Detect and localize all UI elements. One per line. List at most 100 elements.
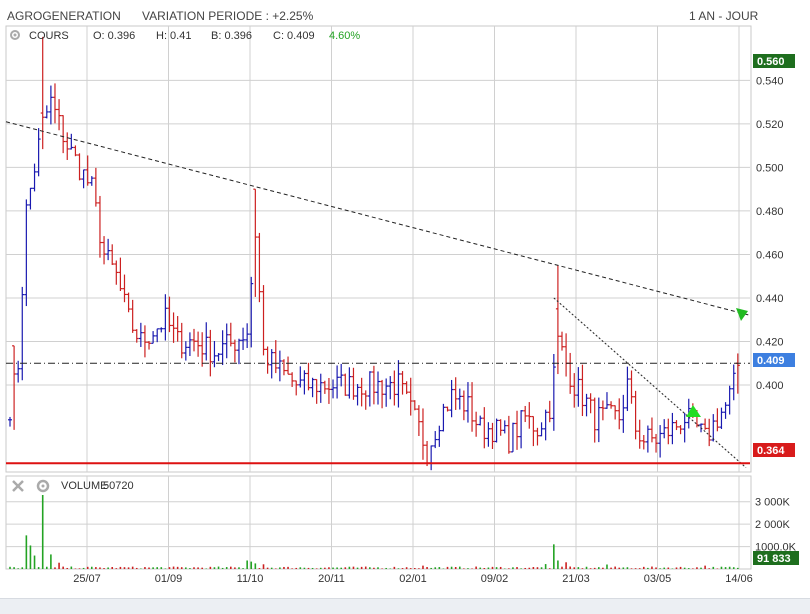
period-selector[interactable]: 1 AN - JOUR: [689, 9, 759, 23]
ohlc-bar: [539, 422, 544, 437]
ohlc-bar: [12, 345, 17, 430]
time-scrollbar[interactable]: [0, 598, 810, 614]
y-tick-label: 0.460: [756, 249, 784, 261]
ohlc-bar: [245, 323, 250, 349]
ohlc-bar: [36, 128, 41, 177]
ohlc-bar: [249, 276, 254, 348]
ohlc-bar: [102, 236, 107, 265]
volume-badge: [753, 551, 799, 565]
ohlc-bar: [65, 132, 70, 160]
ohlc-bar: [48, 85, 53, 125]
ohlc-bar: [433, 431, 438, 449]
y-tick-label: 0.500: [756, 162, 784, 174]
ohlc-bar: [527, 402, 532, 429]
ohlc-bar: [494, 418, 499, 443]
ohlc-bar: [359, 377, 364, 407]
volume-panel-frame: [5, 475, 752, 570]
ohlc-bar: [641, 435, 646, 450]
ohlc-bar: [290, 372, 295, 387]
ohlc-bar: [380, 379, 385, 409]
ohlc-bar: [159, 327, 164, 333]
ohlc-bar: [310, 377, 315, 398]
volume-tick-label: 1000.0K: [755, 542, 797, 554]
ohlc-bar: [89, 176, 94, 186]
ohlc-bar: [16, 360, 21, 383]
cours-settings-icon[interactable]: [10, 30, 20, 40]
ohlc-bar: [457, 388, 462, 410]
ohlc-bar: [416, 405, 421, 436]
x-tick-label: 25/07: [73, 573, 101, 585]
change-value: 4.60%: [329, 30, 360, 42]
ohlc-bar: [241, 327, 246, 350]
ohlc-bar: [531, 415, 536, 447]
x-tick-label: 20/11: [318, 573, 345, 585]
ohlc-bar: [200, 332, 205, 367]
ohlc-bar: [711, 414, 716, 442]
y-tick-label: 0.420: [756, 336, 784, 348]
ohlc-bar: [97, 195, 102, 258]
ohlc-bar: [212, 341, 217, 368]
ohlc-bar: [20, 286, 25, 381]
ohlc-bar: [306, 362, 311, 391]
ohlc-bar: [465, 382, 470, 423]
ohlc-bars: [8, 36, 740, 471]
ohlc-bar: [645, 425, 650, 453]
ohlc-bar: [265, 346, 270, 374]
ohlc-bar: [584, 393, 589, 417]
ohlc-bar: [57, 99, 62, 131]
ohlc-bar: [220, 330, 225, 366]
ohlc-bar: [633, 390, 638, 440]
ohlc-bar: [670, 412, 675, 445]
x-tick-label: 09/02: [481, 573, 509, 585]
ohlc-bar: [437, 425, 442, 447]
last-price-badge-text: 0.409: [757, 355, 785, 367]
ohlc-bar: [351, 367, 356, 400]
period-variation: VARIATION PERIODE : +2.25%: [142, 9, 314, 23]
ohlc-bar: [392, 370, 397, 406]
ohlc-bar: [138, 322, 143, 347]
ohlc-bar: [204, 322, 209, 361]
ohlc-bar: [719, 407, 724, 429]
ohlc-bar: [727, 385, 732, 415]
y-tick-label: 0.400: [756, 380, 784, 392]
x-tick-label: 03/05: [644, 573, 672, 585]
ohlc-bar: [281, 359, 286, 376]
ohlc-bar: [715, 408, 720, 432]
ohlc-bar: [486, 422, 491, 447]
last-price-badge: [753, 353, 795, 367]
symbol-name: AGROGENERATION: [7, 9, 121, 23]
ohlc-bar: [216, 353, 221, 362]
ohlc-bar: [257, 232, 262, 303]
close-value: C: 0.409: [273, 30, 315, 42]
ohlc-bar: [85, 155, 90, 186]
ohlc-bar: [371, 365, 376, 405]
volume-badge-text: 91 833: [757, 553, 791, 565]
cours-label: COURS: [29, 30, 69, 42]
ohlc-bar: [551, 354, 556, 431]
ohlc-bar: [649, 417, 654, 443]
ohlc-bar: [515, 410, 520, 450]
arrow-target-marker: [736, 308, 748, 321]
ohlc-bar: [412, 400, 417, 411]
volume-tick-label: 3 000K: [755, 497, 791, 509]
ohlc-bar: [224, 323, 229, 359]
volume-settings-icon[interactable]: [36, 479, 50, 493]
ohlc-bar: [588, 393, 593, 414]
ohlc-bar: [731, 364, 736, 401]
ohlc-bar: [420, 408, 425, 460]
ohlc-bar: [126, 292, 131, 313]
ohlc-bar: [69, 133, 74, 150]
ohlc-bar: [147, 341, 152, 350]
ohlc-bar: [302, 370, 307, 395]
ohlc-bar: [547, 400, 552, 423]
ohlc-bar: [592, 397, 597, 443]
ohlc-bar: [560, 331, 564, 351]
ohlc-bar: [114, 260, 119, 285]
grid: [6, 26, 750, 569]
ohlc-bar: [543, 409, 548, 441]
ohlc-bar: [637, 419, 642, 449]
ohlc-bar: [24, 199, 29, 307]
ohlc-bar: [52, 83, 57, 124]
close-icon[interactable]: [12, 480, 24, 492]
